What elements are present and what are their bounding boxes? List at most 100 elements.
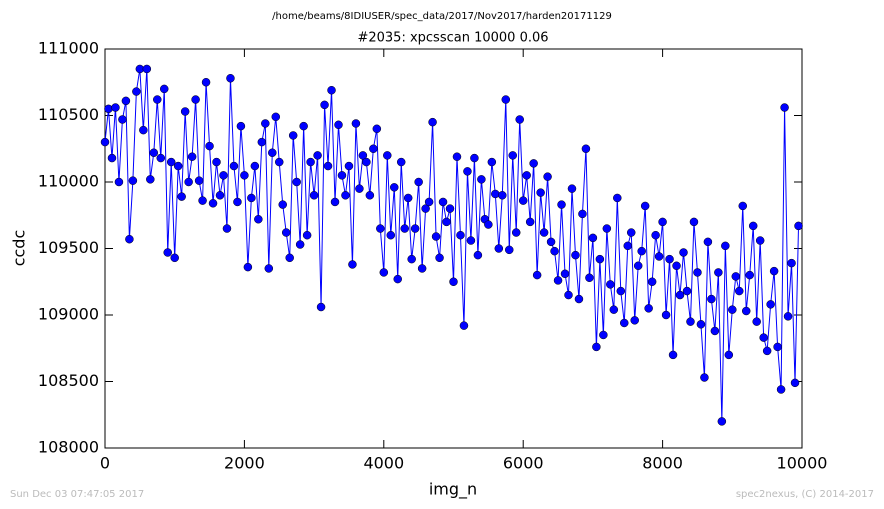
data-point bbox=[302, 230, 312, 240]
x-tick-label: 0 bbox=[100, 454, 110, 473]
data-point bbox=[421, 204, 430, 213]
data-point bbox=[243, 262, 253, 272]
data-point bbox=[369, 144, 378, 153]
data-point bbox=[651, 230, 660, 240]
data-point bbox=[668, 350, 678, 360]
data-point bbox=[142, 64, 152, 74]
data-point bbox=[633, 261, 643, 271]
data-point bbox=[299, 121, 308, 131]
data-point bbox=[362, 157, 371, 167]
data-point bbox=[229, 161, 239, 171]
data-point bbox=[278, 200, 287, 209]
footer-right: spec2nexus, (C) 2014-2017 bbox=[736, 489, 874, 500]
data-point bbox=[159, 84, 169, 94]
data-point bbox=[198, 196, 207, 205]
data-point bbox=[379, 268, 389, 277]
data-point bbox=[602, 224, 612, 233]
data-point bbox=[755, 236, 765, 245]
data-point bbox=[661, 310, 671, 320]
data-point bbox=[407, 254, 416, 264]
data-point bbox=[491, 189, 500, 199]
data-point bbox=[236, 121, 246, 131]
data-point bbox=[647, 277, 657, 286]
data-point bbox=[400, 224, 409, 233]
data-point bbox=[525, 217, 535, 227]
data-point bbox=[365, 191, 375, 200]
data-point bbox=[417, 264, 427, 273]
data-point bbox=[710, 326, 720, 336]
footer-left: Sun Dec 03 07:47:05 2017 bbox=[10, 489, 144, 500]
data-point bbox=[626, 228, 636, 237]
data-point bbox=[281, 228, 291, 237]
data-point bbox=[477, 175, 486, 184]
data-point bbox=[132, 87, 141, 96]
chart-title: #2035: xpcsscan 10000 0.06 bbox=[357, 31, 548, 46]
data-point bbox=[536, 188, 545, 197]
data-point bbox=[323, 161, 333, 171]
data-point bbox=[511, 228, 521, 237]
data-point bbox=[682, 286, 692, 296]
data-point bbox=[731, 272, 741, 281]
data-point bbox=[201, 78, 211, 87]
data-point bbox=[518, 196, 528, 205]
data-point bbox=[658, 217, 667, 227]
data-point bbox=[787, 258, 796, 268]
data-point bbox=[118, 115, 127, 124]
data-point bbox=[703, 237, 713, 247]
data-point bbox=[560, 269, 570, 279]
data-point bbox=[484, 220, 493, 229]
data-point bbox=[449, 277, 458, 286]
data-point bbox=[463, 167, 472, 176]
data-point bbox=[254, 214, 263, 224]
data-point bbox=[501, 95, 511, 104]
data-point bbox=[752, 317, 761, 326]
data-point bbox=[194, 176, 204, 185]
data-point bbox=[226, 74, 235, 83]
data-point bbox=[295, 240, 305, 249]
x-tick-label: 10000 bbox=[777, 454, 828, 473]
data-point bbox=[128, 176, 138, 185]
data-point bbox=[215, 191, 225, 200]
data-point bbox=[146, 175, 155, 184]
data-point bbox=[355, 184, 364, 193]
data-point bbox=[438, 197, 448, 207]
y-tick-label: 110500 bbox=[38, 105, 99, 124]
data-point bbox=[707, 294, 716, 304]
data-point bbox=[261, 119, 270, 128]
data-point bbox=[487, 157, 497, 167]
data-point bbox=[393, 274, 402, 284]
data-point bbox=[163, 248, 172, 257]
data-point bbox=[644, 304, 653, 313]
data-point bbox=[550, 246, 559, 256]
data-point bbox=[794, 221, 803, 231]
data-point bbox=[466, 236, 476, 245]
data-point bbox=[543, 172, 552, 181]
data-point bbox=[351, 119, 361, 128]
data-point bbox=[769, 266, 779, 276]
data-point bbox=[327, 85, 336, 95]
series-line bbox=[104, 68, 800, 422]
data-point bbox=[100, 137, 110, 147]
data-point bbox=[309, 191, 319, 200]
data-point bbox=[717, 417, 727, 426]
data-point bbox=[766, 300, 775, 309]
data-point bbox=[107, 153, 117, 163]
data-point bbox=[780, 103, 789, 112]
data-point bbox=[330, 197, 340, 207]
data-point bbox=[396, 157, 406, 167]
y-tick-label: 108500 bbox=[38, 371, 99, 390]
data-point bbox=[623, 241, 632, 251]
data-point bbox=[498, 191, 507, 200]
data-point bbox=[616, 286, 626, 296]
x-tick-label: 4000 bbox=[363, 454, 404, 473]
data-point bbox=[588, 233, 598, 243]
data-point bbox=[435, 253, 444, 263]
data-point bbox=[470, 153, 479, 163]
plot-frame bbox=[104, 48, 803, 449]
data-point bbox=[546, 237, 556, 247]
data-point bbox=[654, 252, 664, 261]
data-point bbox=[672, 261, 681, 271]
data-point bbox=[529, 159, 538, 168]
data-point bbox=[776, 385, 786, 394]
data-point bbox=[268, 148, 277, 157]
